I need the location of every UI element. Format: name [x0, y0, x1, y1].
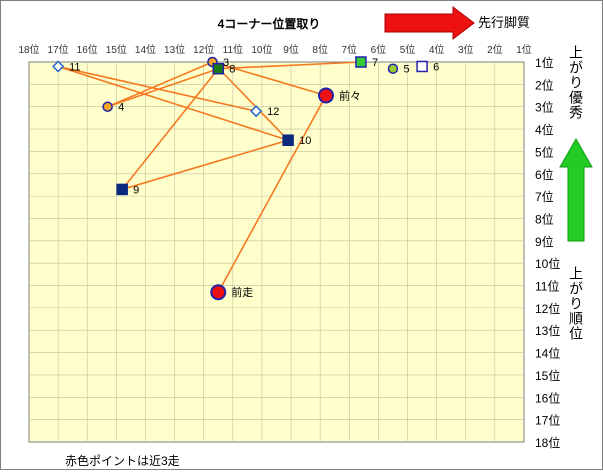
y-tick-label: 2位 — [535, 77, 554, 92]
point-label: 4 — [118, 102, 124, 114]
x-tick-label: 17位 — [48, 43, 69, 56]
x-tick-label: 4位 — [429, 43, 445, 56]
connector-line — [107, 61, 213, 108]
y-tick-label: 14位 — [535, 346, 560, 361]
x-tick-label: 2位 — [487, 43, 503, 56]
x-tick-label: 10位 — [251, 43, 272, 56]
connector-line — [211, 61, 289, 141]
y-axis-label-top: 上がり優秀 — [568, 45, 584, 120]
x-tick-label: 3位 — [458, 43, 474, 56]
point-marker — [116, 183, 128, 196]
point-label: 5 — [403, 64, 409, 76]
y-tick-label: 7位 — [535, 189, 554, 204]
red-arrow-icon — [384, 5, 475, 41]
x-tick-label: 18位 — [18, 43, 39, 56]
x-tick-label: 5位 — [400, 43, 416, 56]
point-marker — [102, 101, 113, 112]
connector-line — [217, 95, 327, 293]
y-tick-label: 16位 — [535, 390, 560, 405]
x-tick-label: 6位 — [371, 43, 387, 56]
point-marker — [212, 62, 225, 75]
point-label: 12 — [267, 106, 279, 118]
point-label: 3 — [223, 57, 229, 69]
point-marker — [282, 134, 294, 146]
point-marker — [52, 60, 65, 73]
x-tick-label: 1位 — [516, 43, 532, 56]
x-tick-label: 12位 — [193, 43, 214, 56]
y-tick-label: 15位 — [535, 368, 560, 383]
connector-line — [57, 65, 289, 141]
x-tick-label: 9位 — [283, 43, 299, 56]
x-axis-label-right: 先行脚質 — [478, 15, 530, 30]
green-arrow-icon — [559, 137, 593, 242]
x-tick-label: 13位 — [164, 43, 185, 56]
connector-line — [121, 139, 289, 191]
point-label: 8 — [229, 64, 235, 76]
y-tick-label: 12位 — [535, 301, 560, 316]
point-marker — [210, 284, 227, 301]
x-tick-label: 8位 — [312, 43, 328, 56]
y-tick-label: 9位 — [535, 234, 554, 249]
point-label: 前走 — [231, 285, 253, 299]
y-tick-label: 18位 — [535, 435, 560, 450]
point-label: 前々 — [339, 89, 361, 103]
y-tick-label: 1位 — [535, 55, 554, 70]
chart-title: 4コーナー位置取り — [218, 16, 321, 31]
y-tick-label: 3位 — [535, 100, 554, 115]
point-label: 11 — [69, 61, 80, 73]
y-tick-label: 8位 — [535, 211, 554, 226]
x-tick-label: 14位 — [135, 43, 156, 56]
connector-line — [107, 67, 219, 108]
point-marker — [387, 63, 399, 74]
y-tick-label: 10位 — [535, 256, 560, 271]
point-label: 7 — [372, 57, 378, 69]
y-tick-label: 17位 — [535, 413, 560, 428]
y-tick-label: 11位 — [535, 279, 559, 294]
connector-line — [218, 61, 361, 70]
x-tick-label: 11位 — [223, 43, 243, 56]
x-tick-label: 7位 — [342, 43, 358, 56]
connector-line — [121, 68, 219, 190]
point-label: 10 — [299, 135, 311, 147]
point-label: 9 — [133, 184, 139, 196]
point-marker — [318, 87, 334, 104]
y-tick-label: 4位 — [535, 122, 554, 137]
point-marker — [416, 60, 428, 73]
y-tick-label: 6位 — [535, 167, 554, 182]
plot-area — [28, 61, 525, 443]
footnote: 赤色ポイントは近3走 — [65, 454, 180, 468]
x-tick-label: 15位 — [106, 43, 127, 56]
y-tick-label: 5位 — [535, 144, 554, 159]
x-tick-label: 16位 — [77, 43, 98, 56]
point-marker — [250, 105, 263, 118]
point-marker — [355, 56, 367, 68]
point-label: 6 — [433, 61, 439, 73]
connector-line — [57, 65, 257, 112]
y-axis-label-bottom: 上がり順位 — [568, 266, 584, 341]
y-tick-label: 13位 — [535, 323, 560, 338]
